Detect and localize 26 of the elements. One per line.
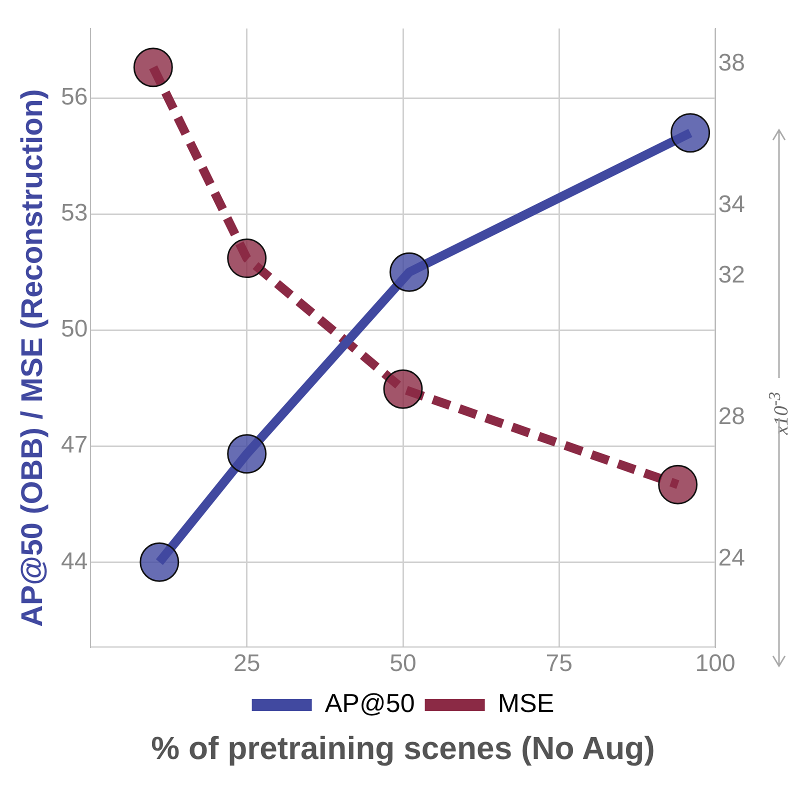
y-tick-label: 53 <box>60 200 88 227</box>
point <box>227 434 267 474</box>
x-axis-title: % of pretraining scenes (No Aug) <box>150 730 656 767</box>
y2-tick-label: 32 <box>718 262 746 289</box>
y-tick-label: 44 <box>60 548 88 575</box>
y2-tick-label: 28 <box>718 403 746 430</box>
y-tick-label: 50 <box>60 316 88 343</box>
x-tick-label: 100 <box>695 650 736 678</box>
y-axis-title: AP@50 (OBB) / MSE (Reconstruction) <box>16 89 50 627</box>
point <box>389 252 429 292</box>
point <box>658 464 698 504</box>
y2-tick-label: 34 <box>718 190 746 218</box>
y2-tick-label: 38 <box>718 49 746 76</box>
y-tick-label: 56 <box>60 84 88 111</box>
point <box>133 48 173 88</box>
point <box>140 542 180 582</box>
y2-tick-label: 24 <box>718 544 746 572</box>
y-tick-label: 47 <box>60 432 88 459</box>
legend-label: AP@50 <box>324 688 415 718</box>
x-tick-label: 50 <box>390 650 416 678</box>
x-tick-label: 25 <box>233 650 260 678</box>
point <box>383 369 423 409</box>
point <box>670 113 710 153</box>
legend-label: MSE <box>498 688 554 718</box>
point <box>227 238 267 278</box>
x-tick-label: 75 <box>546 650 573 678</box>
